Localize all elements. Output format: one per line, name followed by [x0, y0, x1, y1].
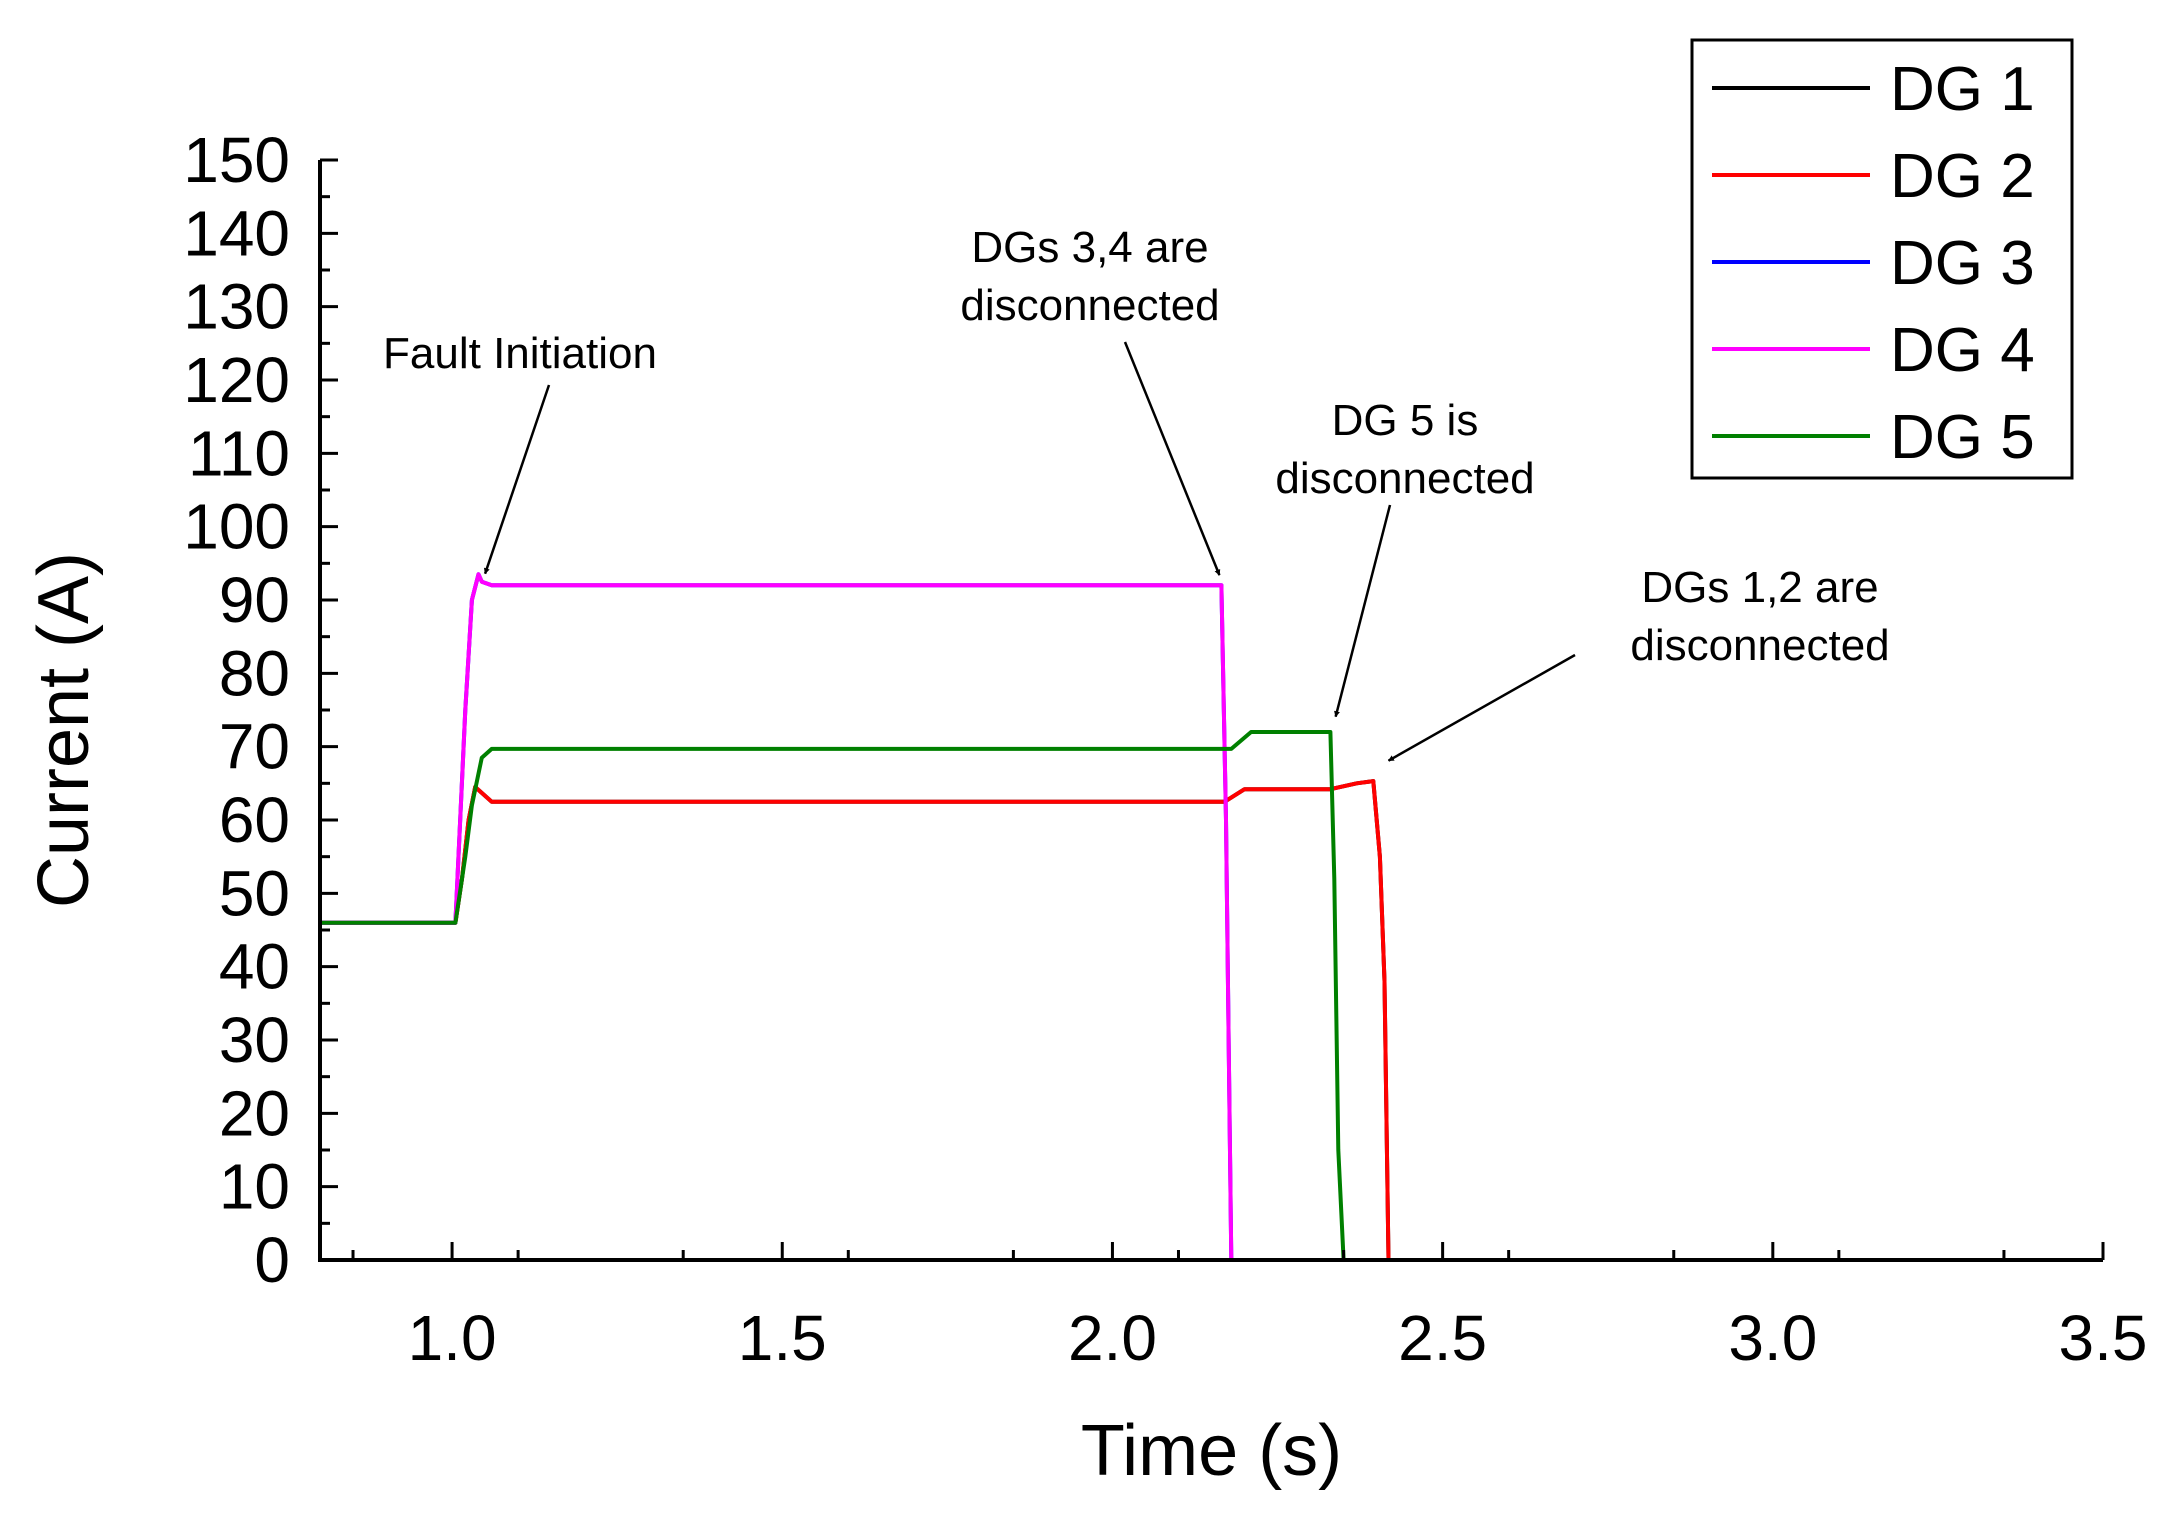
legend: DG 1 DG 2 DG 3 DG 4 DG 5 — [1690, 38, 2074, 480]
series-line-dg-5 — [320, 730, 1509, 1262]
legend-label: DG 1 — [1890, 55, 2035, 124]
x-axis-title: Time (s) — [1081, 1411, 1342, 1491]
legend-box — [1690, 38, 2074, 480]
y-tick-label: 30 — [219, 1004, 290, 1076]
series-line-dg-3 — [320, 572, 1509, 1262]
annotation-label: disconnected — [960, 281, 1219, 330]
series-line-dg-2 — [320, 779, 1509, 1262]
y-tick-label: 60 — [219, 784, 290, 856]
y-tick-label: 40 — [219, 931, 290, 1003]
legend-label: DG 2 — [1890, 142, 2035, 211]
x-tick-label: 3.0 — [1728, 1302, 1817, 1374]
annotation-arrow — [483, 384, 551, 575]
legend-label: DG 3 — [1890, 229, 2035, 298]
y-tick-label: 150 — [183, 124, 290, 196]
x-tick-label: 3.5 — [2059, 1302, 2148, 1374]
annotation-arrow — [1123, 341, 1221, 576]
y-axis-title: Current (A) — [24, 552, 104, 908]
x-tick-label: 2.5 — [1398, 1302, 1487, 1374]
y-tick-label: 70 — [219, 711, 290, 783]
ticks: 1.0 1.5 2.0 2.5 3.0 3.5 0102030405060708090100… — [183, 124, 2147, 1374]
annotation-label: disconnected — [1630, 621, 1889, 670]
annotation-label: DGs 3,4 are — [971, 223, 1208, 272]
x-tick-label: 2.0 — [1068, 1302, 1157, 1374]
annotation-label: disconnected — [1275, 454, 1534, 503]
annotation-arrow — [1334, 504, 1392, 718]
legend-label: DG 4 — [1890, 316, 2035, 385]
y-tick-label: 130 — [183, 271, 290, 343]
annotation-arrow — [1387, 653, 1576, 762]
annotation-label: Fault Initiation — [383, 329, 657, 378]
y-tick-label: 100 — [183, 491, 290, 563]
y-tick-label: 90 — [219, 564, 290, 636]
y-tick-label: 80 — [219, 637, 290, 709]
y-tick-label: 110 — [188, 417, 290, 489]
legend-label: DG 5 — [1890, 403, 2035, 472]
y-tick-label: 10 — [219, 1151, 290, 1223]
y-tick-label: 0 — [254, 1224, 290, 1296]
y-tick-label: 140 — [183, 197, 290, 269]
series-line-dg-4 — [320, 572, 1509, 1262]
annotations: Fault Initiation DGs 3,4 are disconnected D… — [383, 223, 1890, 762]
y-tick-label: 120 — [183, 344, 290, 416]
annotation-label: DG 5 is — [1332, 396, 1479, 445]
y-tick-label: 50 — [219, 857, 290, 929]
annotation-label: DGs 1,2 are — [1641, 563, 1878, 612]
y-tick-label: 20 — [219, 1077, 290, 1149]
series-layer — [320, 572, 1509, 1262]
x-tick-label: 1.0 — [408, 1302, 497, 1374]
x-tick-label: 1.5 — [738, 1302, 827, 1374]
